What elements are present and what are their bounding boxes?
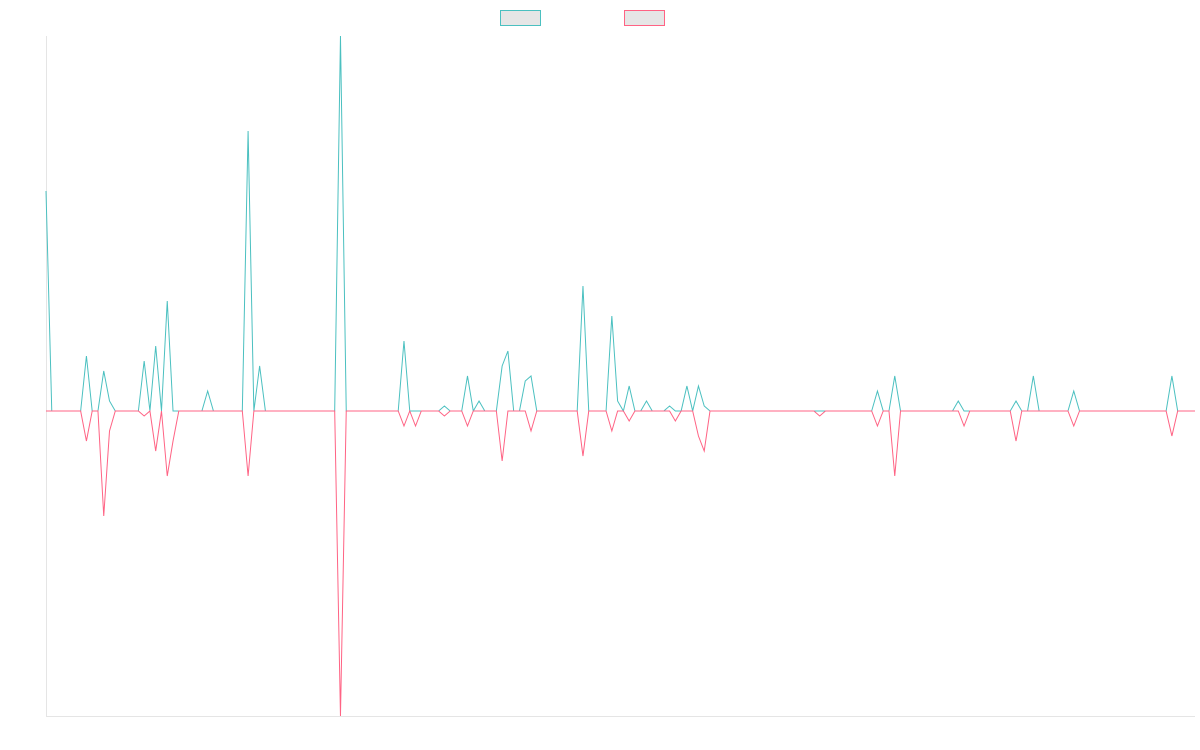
series-line (45, 35, 1195, 413)
legend-swatch (624, 10, 665, 26)
series-line (46, 409, 1195, 717)
legend-swatch (500, 10, 541, 26)
